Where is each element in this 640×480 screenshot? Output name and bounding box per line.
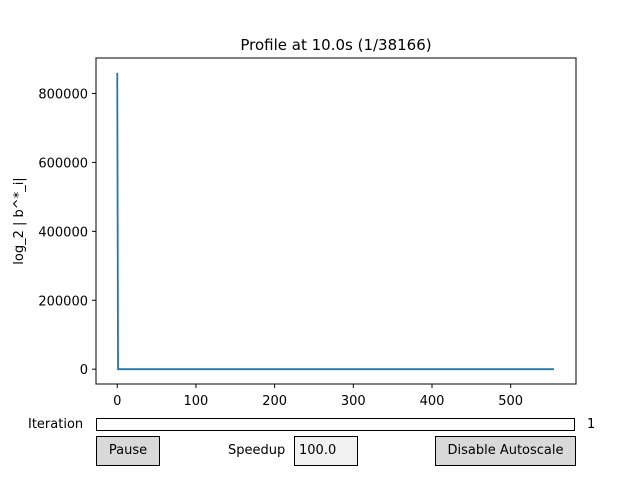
y-axis-label: log_2 | b^*_i| — [12, 177, 27, 264]
iteration-label: Iteration — [28, 417, 84, 432]
speedup-label: Speedup — [228, 443, 286, 458]
profile-chart: Profile at 10.0s (1/38166) log_2 | b^*_i… — [12, 36, 577, 409]
x-tick-label: 500 — [498, 394, 523, 409]
x-tick-label: 200 — [262, 394, 287, 409]
y-tick-label: 600000 — [38, 156, 88, 171]
plot-frame — [95, 57, 577, 385]
y-tick-label: 400000 — [38, 225, 88, 240]
y-tick-label: 200000 — [38, 294, 88, 309]
x-tick-label: 100 — [184, 394, 209, 409]
pause-button[interactable]: Pause — [96, 436, 160, 466]
y-tick-label: 0 — [80, 363, 88, 378]
iteration-value: 1 — [587, 417, 596, 432]
speedup-input[interactable]: 100.0 — [294, 436, 358, 466]
axes: 0 100 200 300 400 500 0 200000 400000 600000 80000… — [38, 57, 577, 409]
iteration-slider[interactable] — [96, 418, 575, 431]
x-tick-label: 300 — [341, 394, 366, 409]
plot-area — [116, 72, 554, 371]
series-line-0 — [116, 72, 554, 371]
disable-autoscale-button[interactable]: Disable Autoscale — [435, 436, 576, 466]
chart-title: Profile at 10.0s (1/38166) — [240, 36, 431, 54]
x-tick-label: 0 — [113, 394, 121, 409]
y-tick-label: 800000 — [38, 87, 88, 102]
x-tick-label: 400 — [420, 394, 445, 409]
